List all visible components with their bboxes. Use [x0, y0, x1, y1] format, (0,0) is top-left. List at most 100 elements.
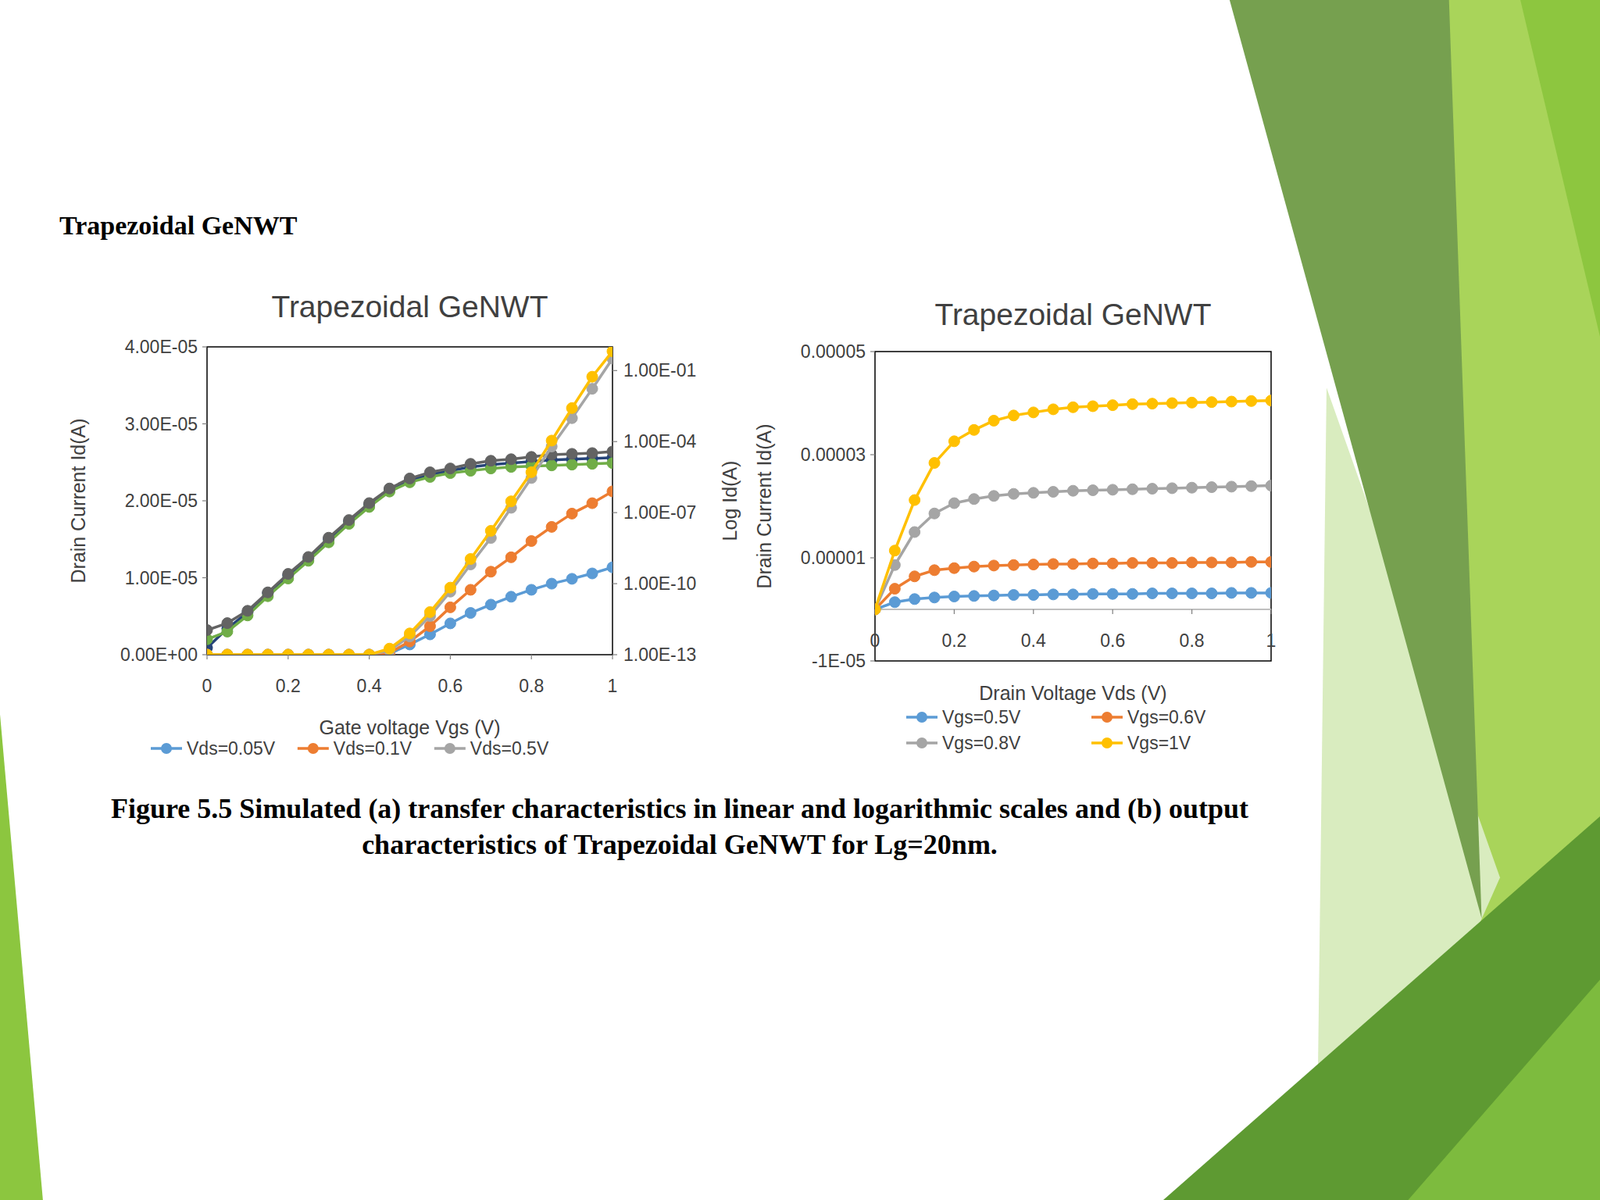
data-point: [444, 582, 456, 593]
label: Trapezoidal GeNWT: [935, 297, 1212, 332]
data-point: [1107, 484, 1118, 496]
label: 2.00E-05: [125, 490, 198, 511]
data-point: [1028, 559, 1040, 571]
data-point: [1265, 395, 1272, 407]
label: 0.00E+00: [120, 644, 198, 665]
tick: [953, 609, 955, 615]
label: 1: [607, 675, 618, 697]
data-point: [424, 621, 436, 633]
data-point: [566, 459, 578, 471]
data-point: [424, 467, 436, 479]
data-point: [262, 649, 274, 655]
data-point: [1186, 588, 1198, 600]
data-point: [262, 586, 274, 598]
page: {"heading": "Trapezoidal GeNWT", "captio…: [0, 0, 1600, 1200]
data-point: [928, 507, 940, 519]
series: [875, 556, 1272, 615]
data-point: [1166, 482, 1178, 494]
data-point: [1246, 480, 1258, 492]
decor-shape: [0, 714, 43, 1200]
data-point: [282, 568, 294, 580]
data-point: [948, 435, 960, 447]
series: [207, 446, 613, 636]
label: 1.00E-05: [125, 567, 198, 589]
series: [875, 395, 1272, 615]
chart: Trapezoidal GeNWT-1E-050.000010.000030.0…: [753, 297, 1277, 754]
decor-shape: [1520, 0, 1600, 337]
data-point: [1146, 557, 1158, 569]
tick: [1270, 609, 1272, 615]
data-point: [282, 649, 294, 655]
series-line: [207, 491, 613, 655]
data-point: [1186, 557, 1198, 568]
series-line: [875, 400, 1272, 610]
data-point: [303, 649, 315, 655]
legend-swatch: [916, 737, 928, 749]
data-point: [384, 482, 396, 494]
data-point: [1246, 587, 1258, 599]
decor-shape: [1163, 816, 1600, 1200]
tick: [611, 654, 613, 660]
plot-frame: [875, 351, 1272, 661]
label: 1.00E-13: [623, 644, 697, 665]
data-point: [323, 649, 335, 655]
series-line: [207, 358, 613, 655]
label: 0.6: [1100, 630, 1125, 651]
data-point: [303, 649, 315, 655]
plot-frame: [207, 346, 613, 655]
data-point: [1166, 588, 1178, 600]
data-point: [586, 447, 598, 459]
label: Drain Current Id(A): [753, 423, 775, 589]
legend-swatch: [916, 711, 928, 723]
data-point: [221, 649, 233, 655]
data-point: [607, 457, 613, 469]
data-point: [323, 649, 335, 655]
legend-item: Vgs=0.5V: [906, 707, 1022, 728]
data-point: [909, 571, 921, 583]
data-point: [364, 649, 375, 655]
data-point: [221, 617, 233, 629]
data-point: [262, 649, 274, 655]
data-point: [968, 493, 980, 505]
data-point: [1146, 588, 1158, 600]
data-point: [1067, 485, 1079, 497]
data-point: [1028, 589, 1040, 601]
data-point: [505, 551, 517, 563]
data-point: [1007, 410, 1019, 422]
data-point: [242, 605, 254, 617]
legend-item: Vgs=0.8V: [906, 732, 1022, 754]
decoration: [0, 0, 1600, 1200]
data-point: [875, 603, 881, 615]
data-point: [282, 649, 294, 655]
label: Gate voltage Vgs (V): [318, 716, 500, 739]
legend-item: Vgs=1V: [1091, 732, 1192, 754]
tick: [870, 557, 875, 558]
series-line: [875, 485, 1272, 610]
data-point: [1225, 481, 1237, 493]
series: [207, 457, 613, 646]
legend-swatch: [160, 742, 172, 754]
legend: Vgs=0.5VVgs=0.6VVgs=0.8VVgs=1V: [906, 707, 1207, 754]
tick: [1112, 609, 1114, 615]
data-point: [343, 649, 355, 655]
label: 0: [202, 675, 213, 697]
data-point: [207, 624, 213, 636]
legend-item: Vds=0.1V: [297, 738, 413, 759]
data-point: [207, 649, 213, 655]
data-point: [607, 346, 613, 358]
data-point: [242, 649, 254, 655]
tick: [612, 512, 618, 514]
data-point: [875, 603, 881, 615]
data-point: [1007, 559, 1019, 571]
data-point: [525, 466, 537, 478]
label: -1E-05: [811, 650, 866, 672]
decor-shape: [1407, 979, 1600, 1200]
label: 4.00E-05: [125, 336, 198, 358]
label: 0.00005: [800, 341, 866, 362]
data-point: [485, 525, 497, 536]
data-point: [464, 584, 476, 596]
data-point: [444, 601, 456, 613]
series-line: [207, 457, 613, 648]
data-point: [1246, 556, 1258, 568]
data-point: [1087, 557, 1099, 569]
